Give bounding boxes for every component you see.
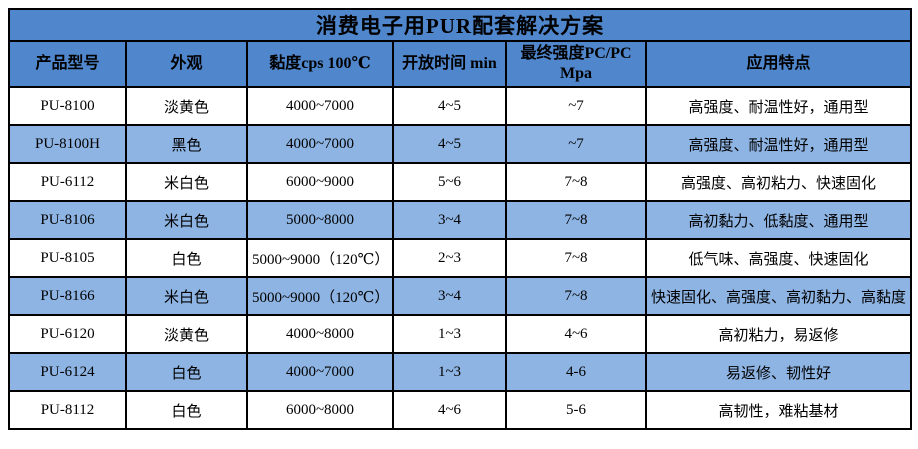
col-header-appearance: 外观	[125, 40, 248, 88]
cell-application-features: 高韧性，难粘基材	[644, 390, 913, 430]
cell-appearance: 黑色	[125, 124, 248, 164]
cell-application-features: 高强度、高初粘力、快速固化	[644, 162, 913, 202]
cell-viscosity: 4000~7000	[246, 352, 394, 392]
cell-application-features: 高强度、耐温性好，通用型	[644, 86, 913, 126]
cell-open-time: 4~5	[392, 86, 507, 126]
cell-product-model: PU-8166	[8, 276, 127, 316]
cell-viscosity: 4000~7000	[246, 124, 394, 164]
cell-final-strength: 4~6	[505, 314, 647, 354]
col-header-product-model: 产品型号	[8, 40, 127, 88]
cell-final-strength: 7~8	[505, 276, 647, 316]
cell-open-time: 1~3	[392, 314, 507, 354]
cell-appearance: 白色	[125, 238, 248, 278]
pur-solutions-table-container: 消费电子用PUR配套解决方案 产品型号 外观 黏度cps 100℃ 开放时间 m…	[7, 8, 913, 430]
cell-product-model: PU-6124	[8, 352, 127, 392]
cell-product-model: PU-8112	[8, 390, 127, 430]
cell-viscosity: 4000~8000	[246, 314, 394, 354]
cell-product-model: PU-8100	[8, 86, 127, 126]
table-row: PU-8166 米白色 5000~9000（120℃） 3~4 7~8 快速固化…	[8, 276, 913, 316]
cell-appearance: 白色	[125, 390, 248, 430]
cell-final-strength: ~7	[505, 124, 647, 164]
col-header-application-features: 应用特点	[644, 40, 913, 88]
cell-appearance: 米白色	[125, 276, 248, 316]
col-header-final-strength-line1: 最终强度PC/PC	[520, 45, 632, 62]
cell-appearance: 淡黄色	[125, 314, 248, 354]
cell-product-model: PU-8100H	[8, 124, 127, 164]
cell-product-model: PU-8106	[8, 200, 127, 240]
cell-application-features: 高初粘力，易返修	[644, 314, 913, 354]
col-header-final-strength-line2: Mpa	[560, 65, 592, 82]
table-row: PU-6124 白色 4000~7000 1~3 4-6 易返修、韧性好	[8, 352, 913, 392]
cell-final-strength: 7~8	[505, 162, 647, 202]
cell-product-model: PU-8105	[8, 238, 127, 278]
cell-final-strength: 7~8	[505, 238, 647, 278]
cell-application-features: 高强度、耐温性好，通用型	[644, 124, 913, 164]
cell-application-features: 低气味、高强度、快速固化	[644, 238, 913, 278]
cell-final-strength: 5-6	[505, 390, 647, 430]
cell-viscosity: 6000~9000	[246, 162, 394, 202]
cell-open-time: 2~3	[392, 238, 507, 278]
cell-open-time: 4~5	[392, 124, 507, 164]
cell-open-time: 4~6	[392, 390, 507, 430]
cell-viscosity: 5000~8000	[246, 200, 394, 240]
cell-open-time: 1~3	[392, 352, 507, 392]
cell-final-strength: ~7	[505, 86, 647, 126]
col-header-viscosity: 黏度cps 100℃	[246, 40, 394, 88]
table-row: PU-8100H 黑色 4000~7000 4~5 ~7 高强度、耐温性好，通用…	[8, 124, 913, 164]
table-header-row: 产品型号 外观 黏度cps 100℃ 开放时间 min 最终强度PC/PC Mp…	[8, 40, 913, 88]
cell-appearance: 淡黄色	[125, 86, 248, 126]
table-title-row: 消费电子用PUR配套解决方案	[7, 8, 913, 42]
cell-open-time: 3~4	[392, 200, 507, 240]
cell-open-time: 5~6	[392, 162, 507, 202]
col-header-final-strength: 最终强度PC/PC Mpa	[505, 40, 647, 88]
cell-application-features: 快速固化、高强度、高初黏力、高黏度	[644, 276, 913, 316]
cell-application-features: 高初黏力、低黏度、通用型	[644, 200, 913, 240]
cell-product-model: PU-6120	[8, 314, 127, 354]
table-row: PU-8105 白色 5000~9000（120℃） 2~3 7~8 低气味、高…	[8, 238, 913, 278]
cell-appearance: 米白色	[125, 200, 248, 240]
table-title: 消费电子用PUR配套解决方案	[7, 8, 913, 42]
pur-solutions-table: 消费电子用PUR配套解决方案 产品型号 外观 黏度cps 100℃ 开放时间 m…	[7, 8, 913, 430]
cell-final-strength: 4-6	[505, 352, 647, 392]
cell-application-features: 易返修、韧性好	[644, 352, 913, 392]
cell-product-model: PU-6112	[8, 162, 127, 202]
table-row: PU-6120 淡黄色 4000~8000 1~3 4~6 高初粘力，易返修	[8, 314, 913, 354]
table-row: PU-8112 白色 6000~8000 4~6 5-6 高韧性，难粘基材	[8, 390, 913, 430]
cell-final-strength: 7~8	[505, 200, 647, 240]
cell-viscosity: 4000~7000	[246, 86, 394, 126]
table-row: PU-6112 米白色 6000~9000 5~6 7~8 高强度、高初粘力、快…	[8, 162, 913, 202]
cell-viscosity: 6000~8000	[246, 390, 394, 430]
cell-appearance: 米白色	[125, 162, 248, 202]
cell-open-time: 3~4	[392, 276, 507, 316]
table-row: PU-8100 淡黄色 4000~7000 4~5 ~7 高强度、耐温性好，通用…	[8, 86, 913, 126]
cell-viscosity: 5000~9000（120℃）	[246, 238, 394, 278]
cell-appearance: 白色	[125, 352, 248, 392]
table-row: PU-8106 米白色 5000~8000 3~4 7~8 高初黏力、低黏度、通…	[8, 200, 913, 240]
cell-viscosity: 5000~9000（120℃）	[246, 276, 394, 316]
col-header-open-time: 开放时间 min	[392, 40, 507, 88]
